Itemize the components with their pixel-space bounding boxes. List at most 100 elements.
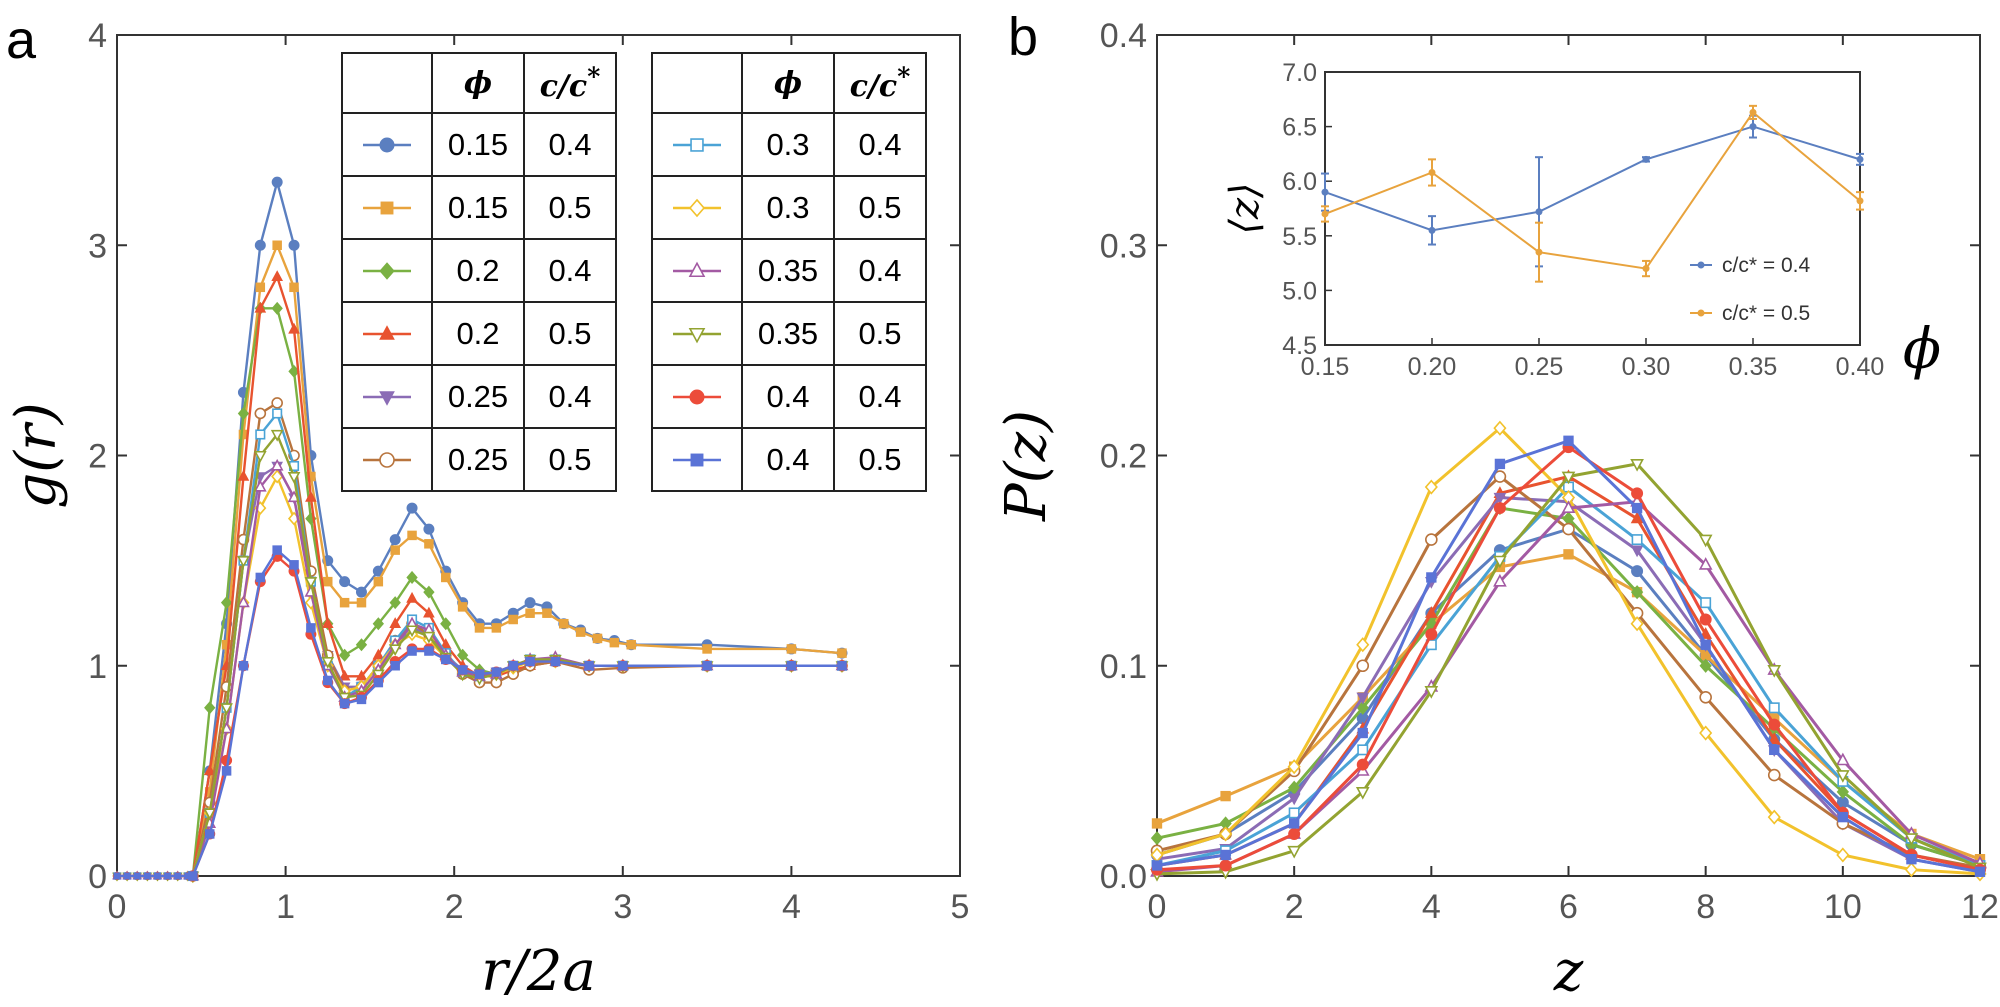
data-point [1699, 725, 1713, 741]
y-tick-label: 0.3 [1100, 227, 1147, 265]
data-point [253, 450, 267, 463]
legend-row: 0.2 0.5 [341, 301, 617, 366]
x-tick-label: 2 [445, 888, 464, 926]
data-point [457, 602, 468, 612]
data-point [1151, 818, 1163, 829]
legend-marker [380, 201, 394, 214]
legend-phi-value: 0.35 [741, 238, 835, 303]
data-point [1288, 807, 1300, 819]
data-point [389, 617, 402, 628]
series-line [117, 548, 842, 878]
legend-symbol-cell [651, 112, 743, 177]
y-tick-label: 2 [88, 438, 107, 476]
data-point [389, 534, 401, 546]
x-tick-label: 3 [613, 888, 632, 926]
legend-symbol [673, 137, 721, 152]
legend-marker [688, 327, 706, 343]
data-point [270, 429, 284, 442]
data-point [355, 586, 367, 598]
data-point [474, 623, 485, 633]
y-tick-label: 0.4 [1100, 17, 1147, 55]
inset-series [1321, 104, 1864, 283]
data-point [508, 614, 518, 625]
inset-x-tick-label: 0.30 [1622, 353, 1671, 381]
data-point [423, 585, 435, 599]
data-point [1151, 860, 1163, 871]
legend-marker [690, 453, 704, 466]
data-point [288, 322, 300, 334]
legend-cc-value: 0.4 [833, 364, 927, 429]
data-point [618, 661, 628, 671]
data-point [253, 479, 267, 492]
legend-symbol [673, 389, 721, 404]
legend-symbol [673, 453, 721, 466]
series-p-z [1151, 435, 1986, 877]
data-point [1837, 811, 1849, 823]
data-point [1630, 458, 1644, 472]
data-point [254, 301, 267, 313]
inset-x-tick-label: 0.20 [1408, 353, 1457, 381]
data-point [1700, 597, 1712, 609]
data-point [1561, 471, 1576, 485]
series-g-r [113, 545, 847, 881]
data-point [323, 576, 333, 587]
data-point [255, 429, 266, 440]
inset-x-tick-label: 0.35 [1729, 353, 1778, 381]
y-axis-label: P(z) [994, 410, 1059, 522]
legend-symbol [363, 390, 411, 406]
data-point [133, 872, 141, 880]
data-point [1425, 628, 1438, 641]
data-point [1424, 479, 1438, 495]
data-point [1356, 692, 1370, 705]
data-point [1356, 637, 1370, 653]
inset-legend-label: c/c* = 0.5 [1722, 302, 1810, 325]
legend-symbol-cell [341, 301, 433, 366]
series-p-z [1151, 523, 1986, 872]
legend-symbol [673, 261, 721, 277]
legend-cc-value: 0.5 [523, 427, 617, 492]
data-point [272, 240, 282, 250]
data-point [1699, 690, 1712, 704]
data-point [1630, 585, 1644, 600]
data-point [1767, 665, 1782, 678]
data-point [1904, 862, 1918, 878]
inset-data-point [1642, 155, 1650, 163]
legend-marker [379, 390, 395, 406]
data-point [491, 667, 502, 677]
data-point [339, 597, 350, 608]
data-point [1767, 809, 1781, 825]
legend-phi-value: 0.3 [741, 175, 835, 240]
legend-row: 0.25 0.5 [341, 427, 617, 492]
inset-series-line [1324, 125, 1861, 232]
legend-row: 0.35 0.4 [651, 238, 927, 303]
legend-symbol [363, 261, 411, 280]
legend-symbol [673, 198, 721, 217]
inset-frame [1324, 71, 1861, 346]
legend-header-star: * [897, 62, 911, 91]
legend-phi-value: 0.2 [431, 301, 525, 366]
data-point [338, 648, 351, 662]
data-point [237, 469, 250, 481]
data-point [1288, 827, 1301, 840]
legend-marker [379, 261, 395, 280]
legend-phi-value: 0.15 [431, 175, 525, 240]
legend-cc-value: 0.4 [833, 238, 927, 303]
inset-y-tick-label: 5.5 [1282, 223, 1317, 251]
y-tick-label: 0.0 [1100, 858, 1147, 896]
data-point [1287, 759, 1301, 775]
data-point [1630, 511, 1644, 524]
data-point [441, 654, 451, 665]
legend-marker [688, 198, 706, 217]
y-tick-label: 4 [88, 17, 107, 55]
data-point [1220, 849, 1231, 861]
data-point [123, 872, 131, 880]
data-point [491, 623, 502, 633]
legend-symbol [363, 201, 411, 214]
legend-row: 0.35 0.5 [651, 301, 927, 366]
data-point [1768, 702, 1780, 714]
data-point [1219, 826, 1233, 842]
legend-row: 0.4 0.5 [651, 427, 927, 492]
legend-header-concentration: c/c* [523, 52, 617, 114]
data-point [525, 608, 535, 618]
legend-header-symbol [341, 52, 433, 114]
